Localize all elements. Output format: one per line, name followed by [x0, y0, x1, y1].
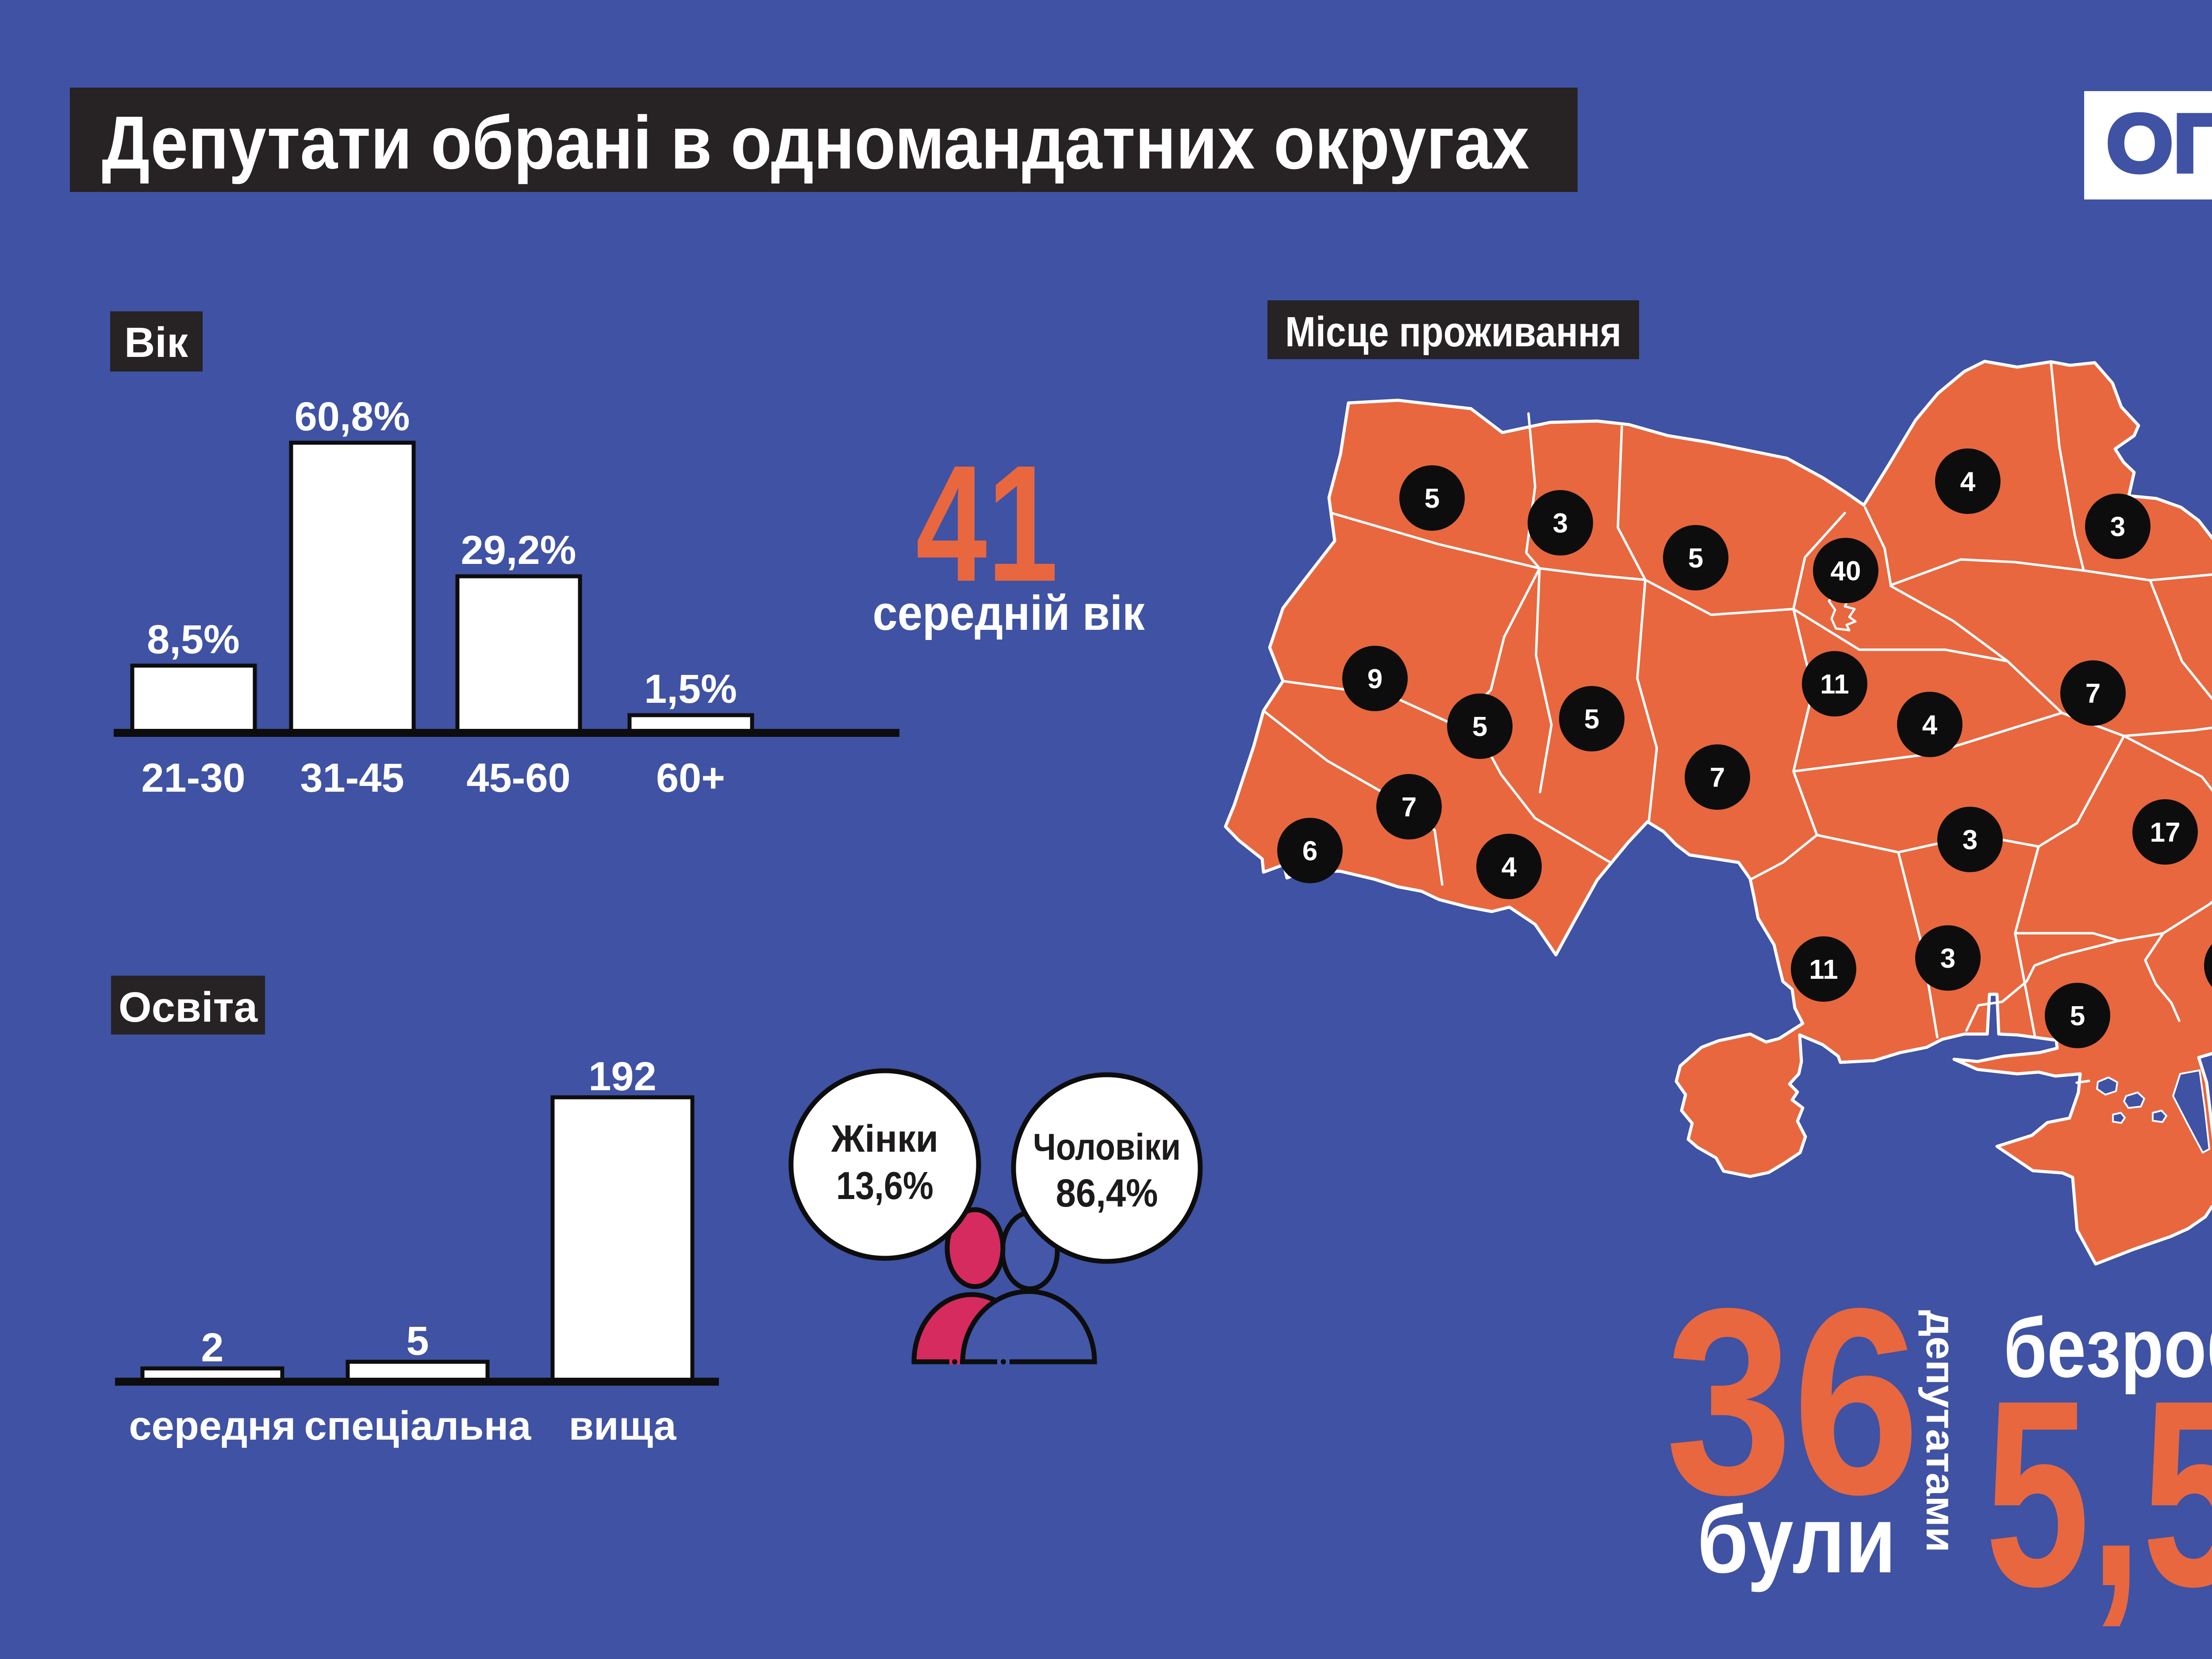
svg-text:11: 11 [1820, 669, 1849, 700]
svg-text:Вік: Вік [124, 319, 188, 366]
svg-text:вища: вища [568, 1403, 676, 1448]
svg-text:9: 9 [1367, 664, 1382, 694]
svg-text:5: 5 [1584, 704, 1599, 735]
svg-text:спеціальна: спеціальна [304, 1403, 532, 1448]
svg-text:5: 5 [1688, 543, 1703, 574]
svg-text:були: були [1697, 1486, 1896, 1593]
svg-text:5: 5 [406, 1318, 429, 1364]
svg-text:60+: 60+ [656, 755, 725, 801]
svg-text:31-45: 31-45 [300, 755, 404, 801]
svg-text:5: 5 [2070, 1001, 2085, 1031]
svg-text:середній вік: середній вік [873, 586, 1145, 640]
svg-text:21-30: 21-30 [141, 755, 245, 801]
svg-text:4: 4 [1960, 467, 1976, 497]
svg-text:36: 36 [1666, 1253, 1920, 1550]
svg-text:середня: середня [129, 1403, 296, 1448]
svg-text:2: 2 [201, 1325, 223, 1370]
svg-text:7: 7 [1710, 762, 1725, 793]
svg-text:41: 41 [916, 431, 1058, 616]
svg-text:Депутати обрані в одномандатни: Депутати обрані в одномандатних округах [102, 101, 1529, 185]
svg-text:5: 5 [1425, 483, 1440, 514]
svg-text:7: 7 [2085, 678, 2101, 709]
svg-text:86,4%: 86,4% [1056, 1171, 1158, 1215]
svg-text:13,6%: 13,6% [836, 1164, 933, 1207]
svg-text:Освіта: Освіта [119, 984, 258, 1031]
svg-text:3: 3 [1553, 508, 1568, 539]
svg-text:17: 17 [2150, 817, 2181, 848]
svg-text:60,8%: 60,8% [295, 394, 410, 439]
svg-text:11: 11 [1809, 954, 1838, 985]
svg-text:45-60: 45-60 [466, 755, 570, 801]
svg-text:Місце проживання: Місце проживання [1285, 308, 1621, 356]
svg-text:5,5%: 5,5% [1985, 1345, 2212, 1642]
svg-text:Жінки: Жінки [831, 1118, 938, 1160]
svg-text:депутатами: депутатами [1918, 1310, 1963, 1552]
svg-text:3: 3 [1940, 943, 1955, 974]
svg-text:5: 5 [1472, 712, 1487, 742]
svg-text:ОПОРА: ОПОРА [2106, 98, 2212, 189]
svg-text:3: 3 [1962, 825, 1978, 855]
svg-text:6: 6 [1302, 836, 1317, 866]
svg-text:безробітні: безробітні [2004, 1301, 2212, 1395]
svg-text:3: 3 [2110, 512, 2125, 542]
svg-text:29,2%: 29,2% [461, 528, 576, 573]
svg-text:4: 4 [1922, 710, 1938, 740]
svg-text:Чоловіки: Чоловіки [1033, 1126, 1181, 1168]
svg-text:1,5%: 1,5% [644, 667, 737, 712]
svg-text:40: 40 [1831, 556, 1861, 586]
svg-text:192: 192 [588, 1054, 657, 1099]
svg-text:8,5%: 8,5% [147, 617, 240, 662]
svg-text:4: 4 [1502, 852, 1517, 882]
svg-text:7: 7 [1402, 792, 1417, 823]
